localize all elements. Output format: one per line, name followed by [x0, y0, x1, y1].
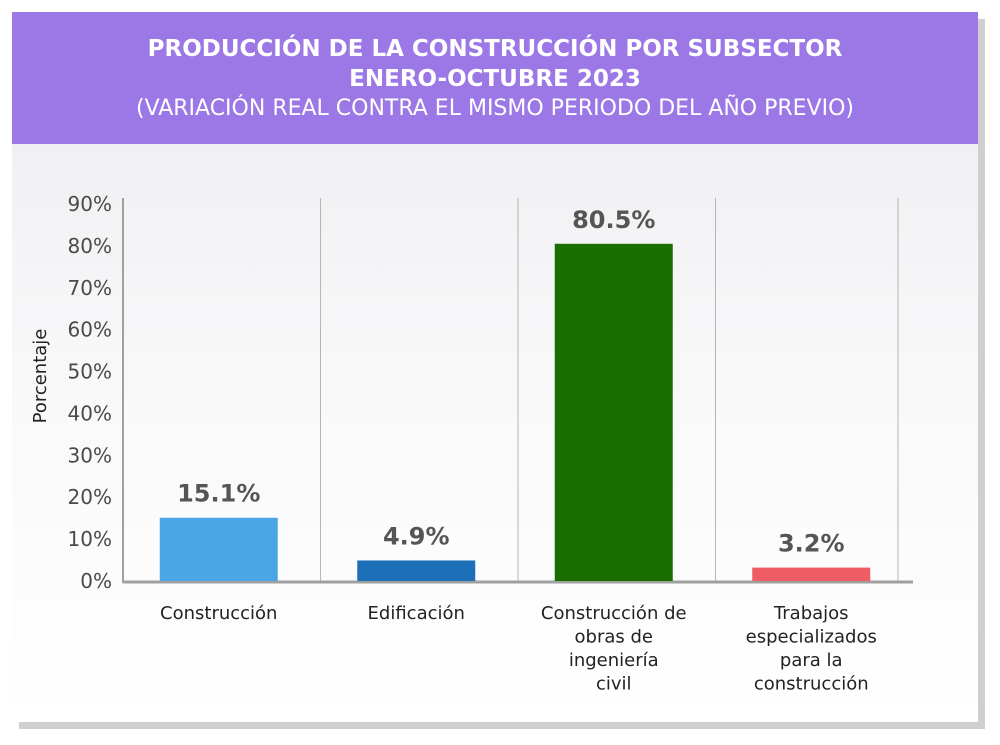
chart-header: PRODUCCIÓN DE LA CONSTRUCCIÓN POR SUBSEC… — [12, 12, 978, 144]
bar — [554, 243, 673, 582]
x-category-label: Construcción — [160, 603, 277, 624]
bar — [357, 560, 476, 581]
y-tick-label: 10% — [68, 527, 112, 551]
y-tick-label: 30% — [68, 443, 112, 467]
x-category-label: obras de — [575, 627, 653, 648]
x-category-label: para la — [780, 650, 843, 671]
y-axis-title: Porcentaje — [30, 329, 51, 424]
chart-title-line-1: PRODUCCIÓN DE LA CONSTRUCCIÓN POR SUBSEC… — [147, 36, 843, 62]
chart-title-line-2: ENERO-OCTUBRE 2023 — [349, 66, 641, 92]
x-category-label: especializados — [746, 627, 877, 648]
data-label: 15.1% — [177, 480, 260, 508]
y-tick-label: 90% — [68, 192, 112, 216]
x-category-label: construcción — [754, 674, 869, 695]
y-tick-label: 70% — [68, 276, 112, 300]
bar — [159, 517, 278, 581]
bar — [752, 567, 871, 581]
y-tick-label: 50% — [68, 360, 112, 384]
y-tick-label: 40% — [68, 401, 112, 425]
x-category-label: civil — [596, 674, 632, 695]
y-tick-label: 0% — [80, 569, 112, 593]
x-category-label: Trabajos — [773, 603, 849, 624]
chart-card: PRODUCCIÓN DE LA CONSTRUCCIÓN POR SUBSEC… — [12, 12, 978, 722]
x-category-label: Construcción de — [541, 603, 687, 624]
y-tick-label: 80% — [68, 234, 112, 258]
y-tick-label: 60% — [68, 318, 112, 342]
y-tick-label: 20% — [68, 485, 112, 509]
chart-subtitle: (VARIACIÓN REAL CONTRA EL MISMO PERIODO … — [135, 96, 854, 121]
data-label: 4.9% — [383, 522, 450, 550]
x-category-label: ingeniería — [569, 650, 659, 671]
x-category-label: Edificación — [368, 603, 465, 624]
data-label: 80.5% — [572, 206, 655, 234]
data-label: 3.2% — [778, 530, 845, 558]
